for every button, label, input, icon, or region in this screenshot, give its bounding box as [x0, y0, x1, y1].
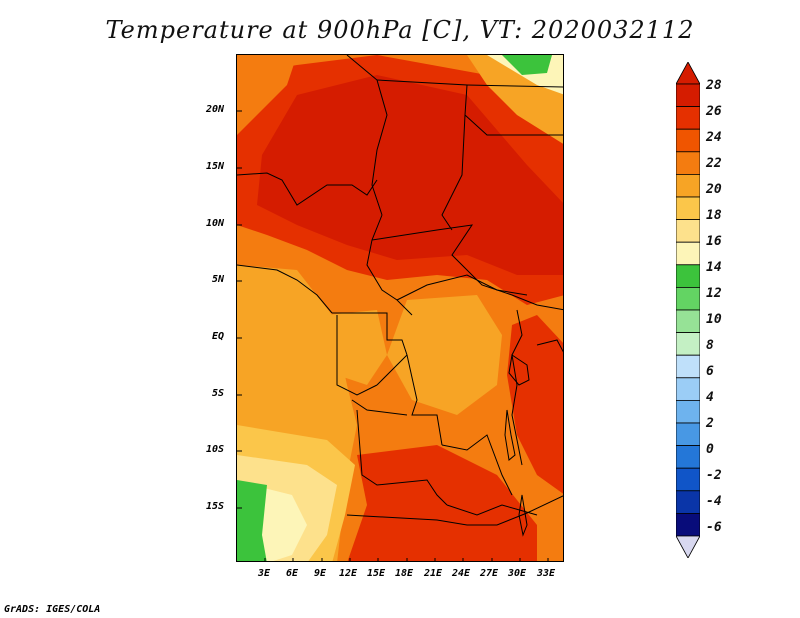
- colorbar-label-6: 6: [706, 364, 714, 379]
- colorbar-label-10: 10: [706, 312, 722, 327]
- colorbar-label-minus-6: -6: [706, 520, 722, 535]
- colorbar-segment: [676, 106, 700, 130]
- country-borders: [237, 55, 563, 526]
- colorbar-segment: [676, 332, 700, 356]
- field-green-north: [502, 55, 552, 75]
- colorbar-bottom-arrow: [676, 535, 700, 558]
- lon-label-18e: 18E: [395, 568, 414, 579]
- lon-label-6e: 6E: [286, 568, 299, 579]
- colorbar-label-12: 12: [706, 286, 722, 301]
- lon-label-21e: 21E: [424, 568, 443, 579]
- colorbar-segment: [676, 354, 700, 379]
- lat-ticks: [237, 110, 242, 509]
- colorbar-segment: [676, 241, 700, 266]
- colorbar-label-28: 28: [706, 78, 722, 93]
- colorbar: [676, 62, 700, 558]
- temperature-map: [236, 54, 564, 562]
- colorbar-label-14: 14: [706, 260, 722, 275]
- colorbar-label-16: 16: [706, 234, 722, 249]
- colorbar-segment: [676, 377, 700, 401]
- field-east-africa: [507, 315, 563, 494]
- lon-label-9e: 9E: [314, 568, 327, 579]
- lon-label-27e: 27E: [480, 568, 499, 579]
- colorbar-segment: [676, 196, 700, 221]
- colorbar-label-18: 18: [706, 208, 722, 223]
- colorbar-label-26: 26: [706, 104, 722, 119]
- lat-label-15s: 15S: [206, 501, 225, 512]
- lon-label-3e: 3E: [258, 568, 271, 579]
- field-congo: [387, 295, 502, 415]
- field-sahel-hot: [257, 75, 563, 275]
- lat-label-20n: 20N: [206, 104, 225, 115]
- lon-label-24e: 24E: [452, 568, 471, 579]
- field-green-sw: [237, 480, 267, 561]
- colorbar-label-24: 24: [706, 130, 722, 145]
- lon-label-15e: 15E: [367, 568, 386, 579]
- colorbar-label-minus-4: -4: [706, 494, 722, 509]
- colorbar-label-2: 2: [706, 416, 714, 431]
- lat-label-10n: 10N: [206, 218, 225, 229]
- colorbar-segment: [676, 128, 700, 153]
- lon-label-33e: 33E: [537, 568, 556, 579]
- colorbar-segment: [676, 490, 700, 514]
- colorbar-segment: [676, 309, 700, 334]
- lat-label-5s: 5S: [212, 388, 225, 399]
- lat-label-eq: EQ: [212, 331, 225, 342]
- lon-ticks: [264, 558, 549, 561]
- lakes: [504, 354, 530, 537]
- lat-label-5n: 5N: [212, 274, 225, 285]
- colorbar-segment: [676, 399, 700, 424]
- colorbar-label-4: 4: [706, 390, 714, 405]
- colorbar-label-minus-2: -2: [706, 468, 722, 483]
- map-canvas: [237, 55, 563, 561]
- colorbar-segment: [676, 264, 700, 288]
- footer-credit: GrADS: IGES/COLA: [4, 604, 101, 615]
- colorbar-label-22: 22: [706, 156, 722, 171]
- colorbar-segment: [676, 174, 700, 198]
- colorbar-segment: [676, 512, 700, 537]
- field-north-west: [237, 55, 297, 135]
- chart-title: Temperature at 900hPa [C], VT: 202003211…: [105, 16, 695, 44]
- colorbar-segment: [676, 83, 700, 108]
- colorbar-segment: [676, 467, 700, 492]
- colorbar-segment: [676, 422, 700, 447]
- colorbar-label-20: 20: [706, 182, 722, 197]
- colorbar-label-8: 8: [706, 338, 714, 353]
- colorbar-segment: [676, 219, 700, 243]
- lat-label-15n: 15N: [206, 161, 225, 172]
- colorbar-segment: [676, 286, 700, 311]
- colorbar-label-0: 0: [706, 442, 714, 457]
- colorbar-top-arrow: [676, 62, 700, 85]
- lon-label-30e: 30E: [508, 568, 527, 579]
- colorbar-segment: [676, 151, 700, 175]
- field-gabon: [327, 310, 387, 385]
- field-coolest: [252, 485, 307, 561]
- lon-label-12e: 12E: [339, 568, 358, 579]
- field-southern-interior: [347, 445, 537, 561]
- colorbar-segment: [676, 445, 700, 469]
- lat-label-10s: 10S: [206, 444, 225, 455]
